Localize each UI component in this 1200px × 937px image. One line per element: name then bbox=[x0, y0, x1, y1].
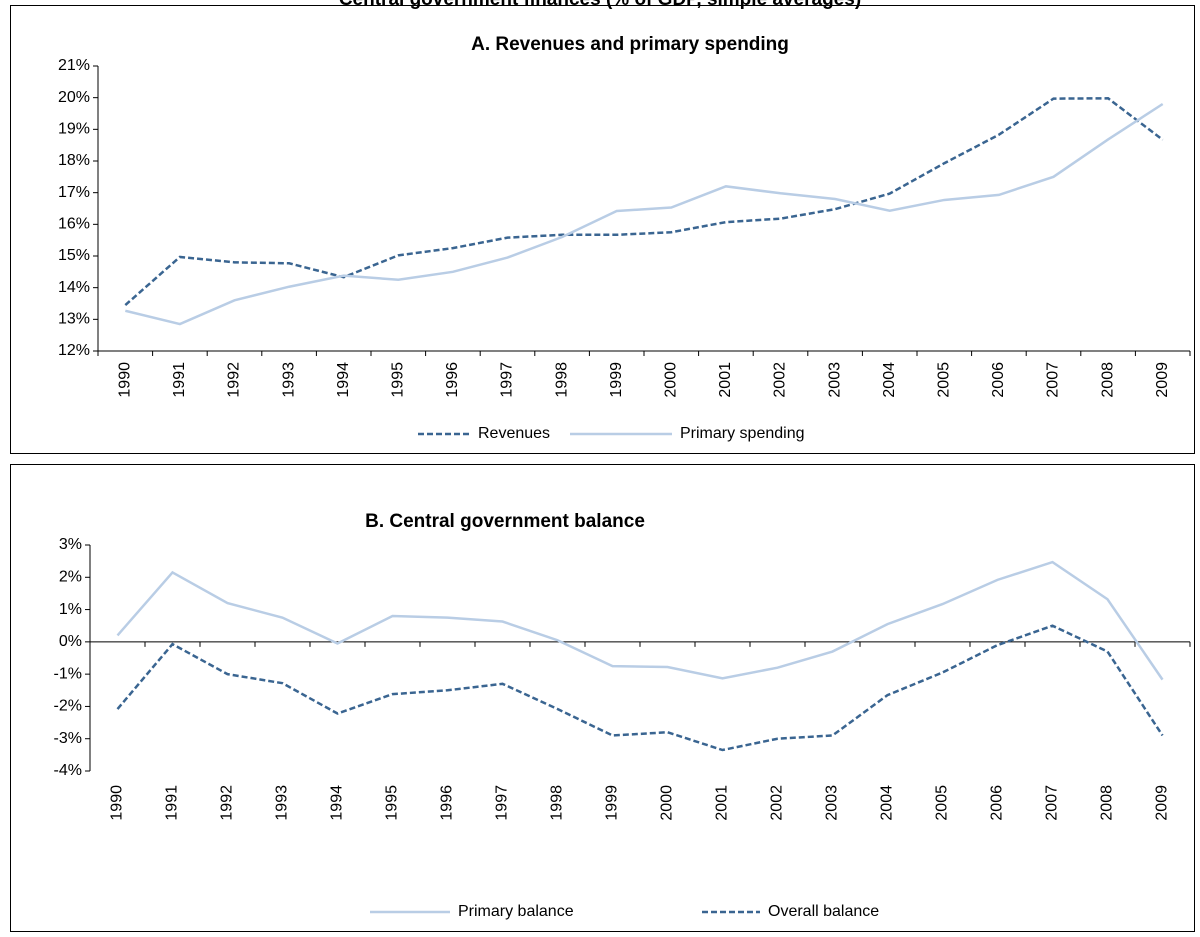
x-tick-label: 1990 bbox=[117, 362, 134, 398]
x-tick-label: 1997 bbox=[494, 785, 511, 821]
x-tick-label: 2001 bbox=[717, 362, 734, 398]
y-tick-label: -1% bbox=[54, 665, 82, 682]
x-tick-label: 2005 bbox=[936, 362, 953, 398]
x-tick-label: 2001 bbox=[714, 785, 731, 821]
x-tick-label: 2009 bbox=[1154, 785, 1171, 821]
y-tick-label: 2% bbox=[59, 569, 82, 586]
x-tick-label: 2009 bbox=[1154, 362, 1171, 398]
x-tick-label: 1993 bbox=[280, 362, 297, 398]
x-tick-label: 1996 bbox=[439, 785, 456, 821]
x-tick-label: 1999 bbox=[604, 785, 621, 821]
legend-label: Primary spending bbox=[680, 425, 805, 442]
line-series bbox=[116, 624, 1164, 752]
x-tick-label: 2007 bbox=[1044, 785, 1061, 821]
y-tick-label: 3% bbox=[59, 536, 82, 553]
legend-label: Revenues bbox=[478, 425, 550, 442]
y-tick-label: 15% bbox=[58, 247, 90, 264]
x-tick-label: 1998 bbox=[553, 362, 570, 398]
x-tick-label: 2006 bbox=[990, 362, 1007, 398]
x-tick-label: 2007 bbox=[1045, 362, 1062, 398]
y-tick-label: 20% bbox=[58, 89, 90, 106]
x-tick-label: 2003 bbox=[824, 785, 841, 821]
chart-title: A. Revenues and primary spending bbox=[471, 34, 789, 55]
x-tick-label: 2002 bbox=[769, 785, 786, 821]
x-tick-label: 2002 bbox=[772, 362, 789, 398]
x-tick-label: 1990 bbox=[109, 785, 126, 821]
x-tick-label: 1997 bbox=[499, 362, 516, 398]
line-series bbox=[125, 102, 1164, 326]
x-tick-label: 1996 bbox=[444, 362, 461, 398]
legend-label: Overall balance bbox=[768, 903, 879, 920]
x-tick-label: 1991 bbox=[171, 362, 188, 398]
line-series bbox=[116, 560, 1164, 681]
x-tick-label: 2004 bbox=[881, 362, 898, 398]
y-tick-label: 12% bbox=[58, 342, 90, 359]
y-tick-label: 0% bbox=[59, 633, 82, 650]
panel bbox=[10, 464, 1195, 932]
y-tick-label: 13% bbox=[58, 311, 90, 328]
x-tick-label: 2003 bbox=[826, 362, 843, 398]
panel bbox=[10, 5, 1195, 454]
x-tick-label: 2000 bbox=[659, 785, 676, 821]
y-tick-label: 1% bbox=[59, 601, 82, 618]
y-tick-label: 18% bbox=[58, 152, 90, 169]
x-tick-label: 1995 bbox=[384, 785, 401, 821]
x-tick-label: 2005 bbox=[934, 785, 951, 821]
y-tick-label: 16% bbox=[58, 216, 90, 233]
y-tick-label: 14% bbox=[58, 279, 90, 296]
x-tick-label: 1999 bbox=[608, 362, 625, 398]
y-tick-label: -2% bbox=[54, 698, 82, 715]
x-tick-label: 1993 bbox=[274, 785, 291, 821]
x-tick-label: 1992 bbox=[219, 785, 236, 821]
x-tick-label: 2008 bbox=[1099, 362, 1116, 398]
x-tick-label: 2008 bbox=[1099, 785, 1116, 821]
x-tick-label: 1992 bbox=[226, 362, 243, 398]
y-tick-label: 19% bbox=[58, 121, 90, 138]
y-tick-label: -4% bbox=[54, 762, 82, 779]
x-tick-label: 1998 bbox=[549, 785, 566, 821]
x-tick-label: 1995 bbox=[390, 362, 407, 398]
x-tick-label: 2006 bbox=[989, 785, 1006, 821]
y-tick-label: 17% bbox=[58, 184, 90, 201]
chart-title: B. Central government balance bbox=[365, 511, 645, 532]
x-tick-label: 1994 bbox=[335, 362, 352, 398]
x-tick-label: 2000 bbox=[663, 362, 680, 398]
line-series bbox=[124, 97, 1164, 307]
legend-label: Primary balance bbox=[458, 903, 574, 920]
y-tick-label: -3% bbox=[54, 730, 82, 747]
y-tick-label: 21% bbox=[58, 57, 90, 74]
x-tick-label: 1994 bbox=[329, 785, 346, 821]
x-tick-label: 1991 bbox=[164, 785, 181, 821]
x-tick-label: 2004 bbox=[879, 785, 896, 821]
